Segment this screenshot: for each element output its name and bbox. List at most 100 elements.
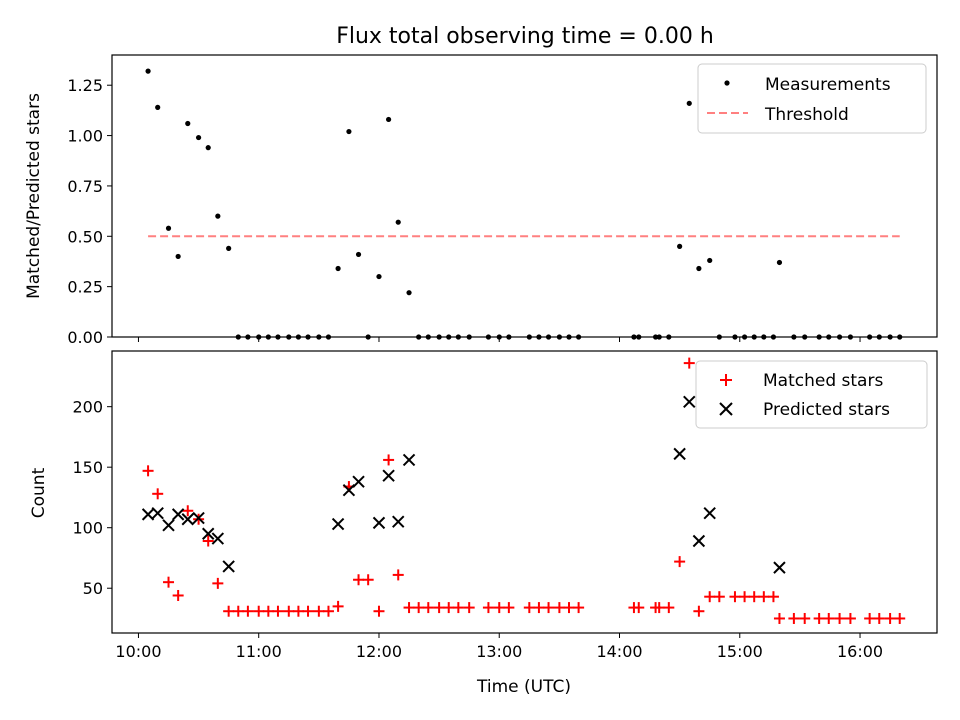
matched-star-point <box>748 591 760 603</box>
matched-star-point <box>873 612 885 624</box>
measurement-point <box>696 265 702 272</box>
predicted-star-point <box>352 475 365 488</box>
count-panel-frame <box>111 350 938 634</box>
matched-star-point <box>813 612 825 624</box>
measurement-point <box>406 290 412 296</box>
x-tick-label: 10:00 <box>115 642 161 661</box>
measurement-point <box>677 243 683 249</box>
ratio-legend-box <box>697 63 927 134</box>
matched-star-point <box>823 612 835 624</box>
matched-star-point <box>322 605 334 617</box>
x-tick-label: 14:00 <box>596 642 642 661</box>
measurement-point <box>226 245 232 251</box>
measurement-point <box>155 104 161 110</box>
predicted-star-point <box>773 561 786 574</box>
predicted-star-point <box>202 527 215 540</box>
matched-star-point <box>713 591 725 603</box>
matched-star-point <box>223 605 235 617</box>
measurement-point <box>395 219 401 225</box>
predicted-star-point <box>372 516 386 530</box>
matched-star-point <box>302 605 314 617</box>
ratio-panel-frame <box>111 54 938 338</box>
matched-star-point <box>232 605 244 617</box>
matched-star-point <box>788 612 800 624</box>
predicted-star-point <box>673 447 686 461</box>
measurement-point <box>707 257 713 264</box>
y-tick-label: 150 <box>72 458 103 477</box>
matched-star-point <box>739 591 751 603</box>
matched-star-point <box>422 602 434 614</box>
matched-star-point <box>152 488 164 500</box>
predicted-star-point <box>222 560 235 573</box>
ratio-panel-marks <box>145 68 903 340</box>
matched-star-point <box>543 602 555 614</box>
ratio-panel-ticks: 0.00 0.25 0.50 0.75 1.00 1.25 <box>67 76 861 347</box>
matched-star-point <box>403 602 415 614</box>
legend-matched-label: Matched stars <box>763 371 883 391</box>
matched-star-point <box>142 465 154 477</box>
measurement-point <box>195 134 202 141</box>
predicted-star-point <box>703 506 716 520</box>
y-tick-label: 0.50 <box>67 227 103 246</box>
y-tick-label: 1.25 <box>67 76 103 95</box>
measurement-point <box>355 251 362 258</box>
matched-star-point <box>729 591 741 603</box>
matched-star-point <box>443 602 455 614</box>
ratio-panel: 0.00 0.25 0.50 0.75 1.00 1.25 Matched/Predict… <box>24 54 938 347</box>
matched-star-point <box>503 602 515 614</box>
matched-star-point <box>553 602 565 614</box>
x-tick-label: 16:00 <box>837 642 883 661</box>
count-panel-legend: Matched stars Predicted stars <box>695 360 928 429</box>
measurement-point <box>686 100 692 106</box>
matched-star-point <box>844 612 856 624</box>
legend-predicted-marker <box>719 402 733 416</box>
matched-star-point <box>413 602 425 614</box>
x-tick-label: 11:00 <box>236 642 282 661</box>
matched-star-point <box>353 574 365 586</box>
matched-star-point <box>704 591 716 603</box>
matched-star-point <box>773 612 785 624</box>
matched-star-point <box>383 454 395 466</box>
matched-star-point <box>262 605 274 617</box>
legend-predicted-label: Predicted stars <box>763 400 890 420</box>
matched-star-point <box>182 505 194 517</box>
predicted-star-point <box>171 508 185 521</box>
y-tick-label: 0.00 <box>67 328 103 347</box>
matched-star-point <box>563 602 575 614</box>
matched-star-point <box>894 612 906 624</box>
count-panel: 50 100 150 200 10:00 11:00 12:00 13:00 14:00 15:0… <box>29 350 938 697</box>
matched-star-point <box>242 605 254 617</box>
predicted-star-point <box>151 506 164 520</box>
measurement-point <box>386 116 392 123</box>
measurement-point <box>335 265 341 272</box>
matched-star-point <box>172 589 184 601</box>
matched-star-point <box>392 569 404 581</box>
matched-star-point <box>683 357 695 369</box>
measurement-point <box>776 259 783 266</box>
y-tick-label: 1.00 <box>67 127 103 146</box>
predicted-star-point <box>692 534 706 548</box>
matched-star-point <box>573 602 585 614</box>
matched-star-point <box>834 612 846 624</box>
predicted-star-point <box>392 515 405 528</box>
predicted-star-point <box>181 513 194 526</box>
matched-star-point <box>433 602 445 614</box>
matched-star-point <box>884 612 896 624</box>
count-panel-marks <box>141 357 906 624</box>
predicted-star-point <box>683 395 696 409</box>
matched-star-point <box>674 556 686 568</box>
matched-star-point <box>212 577 224 589</box>
measurement-point <box>165 225 172 231</box>
y-tick-label: 0.25 <box>67 278 103 297</box>
matched-star-point <box>653 602 665 614</box>
count-panel-ylabel: Count <box>29 467 49 518</box>
count-legend-box <box>695 360 928 429</box>
predicted-star-point <box>402 453 416 467</box>
predicted-star-point <box>211 532 225 545</box>
matched-star-point <box>373 605 385 617</box>
matched-star-point <box>693 605 705 617</box>
legend-measurements-label: Measurements <box>765 75 891 95</box>
measurement-point <box>185 120 191 127</box>
legend-matched-marker <box>720 374 732 386</box>
